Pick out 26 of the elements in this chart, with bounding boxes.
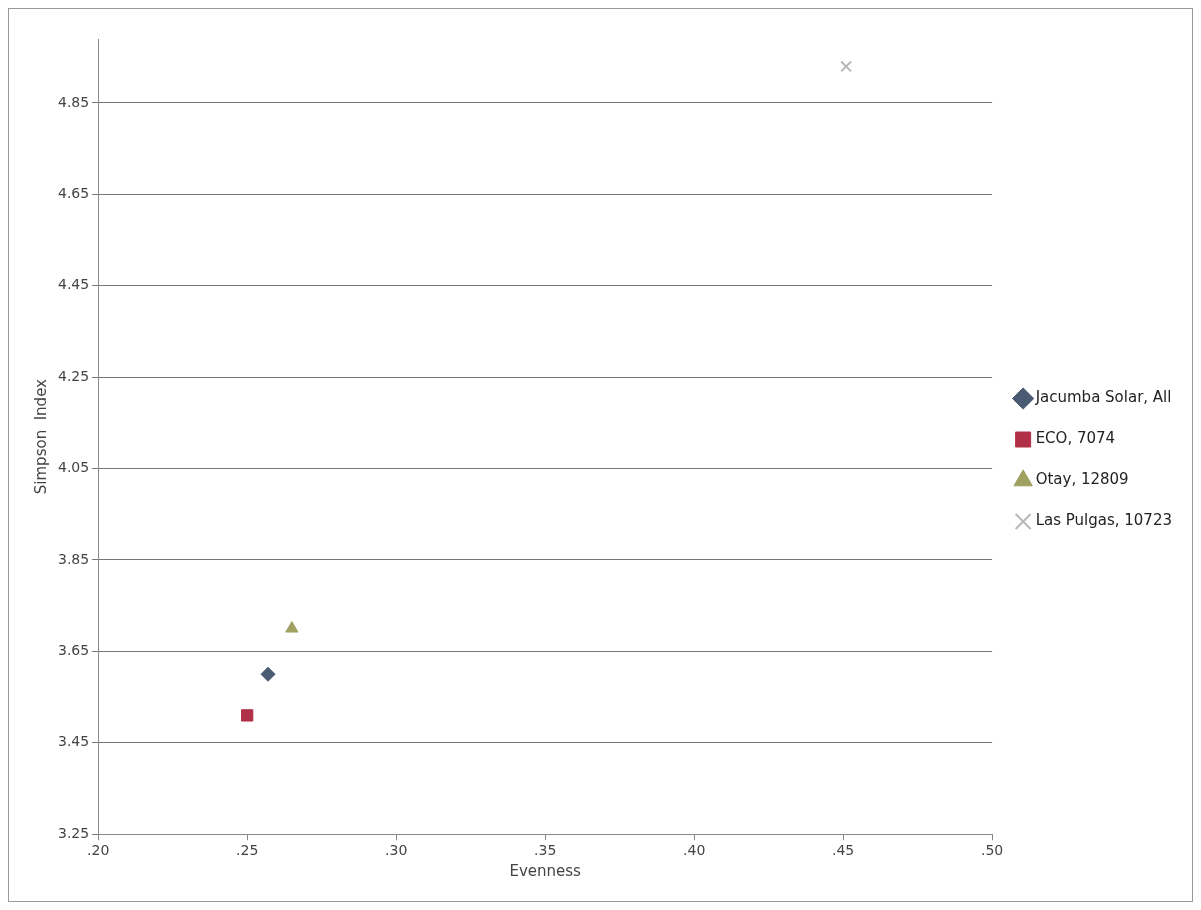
legend-label: Jacumba Solar, All xyxy=(1034,388,1172,407)
y-tick-label: 4.45 xyxy=(58,276,90,293)
legend-label: Las Pulgas, 10723 xyxy=(1035,511,1173,530)
x-tick-label: .30 xyxy=(385,842,408,859)
y-tick-label: 3.85 xyxy=(58,550,90,567)
x-tick-label: .45 xyxy=(832,842,855,859)
x-tick-label: .50 xyxy=(981,842,1004,859)
point xyxy=(241,709,254,722)
x-tick-label: .35 xyxy=(534,842,557,859)
x-axis-title: Evenness xyxy=(509,861,582,880)
legend-label: Otay, 12809 xyxy=(1035,470,1129,489)
y-tick-label: 4.25 xyxy=(58,367,90,384)
y-tick-label: 3.25 xyxy=(58,824,90,841)
y-axis-title: Simpson Index xyxy=(31,378,50,495)
y-tick-label: 4.65 xyxy=(58,185,90,202)
y-tick-label: 4.05 xyxy=(58,459,90,476)
point xyxy=(285,621,299,633)
y-tick-label: 3.65 xyxy=(58,642,90,659)
x-tick-label: .40 xyxy=(683,842,706,859)
x-tick-label: .20 xyxy=(87,842,110,859)
x-tick-label: .25 xyxy=(236,842,259,859)
legend-label: ECO, 7074 xyxy=(1035,429,1116,448)
y-tick-label: 4.85 xyxy=(58,93,90,110)
point xyxy=(840,60,853,73)
y-tick-label: 3.45 xyxy=(58,733,90,750)
point xyxy=(260,666,276,682)
